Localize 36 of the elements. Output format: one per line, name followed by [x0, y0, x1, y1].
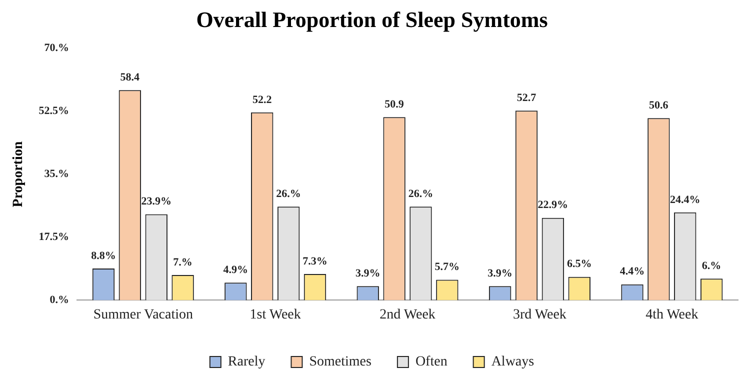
data-label: 4.9% [223, 264, 248, 276]
data-label: 8.8% [91, 250, 116, 262]
data-label: 4.4% [620, 266, 645, 278]
legend-label: Sometimes [309, 354, 372, 370]
data-label: 23.9% [141, 196, 172, 208]
x-tick-label: 2nd Week [380, 307, 436, 322]
data-label: 58.4 [120, 71, 140, 84]
y-tick-label: 52.5% [38, 105, 70, 118]
data-label: 7.3% [302, 255, 328, 268]
data-label: 6.% [702, 260, 722, 272]
data-label: 26.% [408, 188, 434, 200]
data-label: 3.9% [488, 268, 512, 280]
y-axis-title: Proportion [11, 141, 26, 208]
legend-label: Often [415, 354, 448, 370]
data-label: 6.5% [566, 258, 592, 270]
data-label: 7.% [173, 256, 192, 268]
data-label: 50.9 [384, 98, 404, 110]
y-tick-label: 70.% [44, 42, 70, 54]
data-label: 22.9% [538, 199, 568, 212]
data-label: 26.% [276, 188, 301, 200]
data-label: 52.7 [516, 92, 537, 104]
x-tick-label: Summer Vacation [93, 307, 193, 322]
chart-title: Overall Proportion of Sleep Symtoms [196, 6, 548, 32]
legend-label: Rarely [228, 354, 266, 370]
data-label: 3.9% [355, 268, 380, 280]
y-tick-label: 0.% [50, 294, 70, 306]
data-label: 52.2 [252, 94, 272, 106]
x-tick-label: 1st Week [250, 307, 301, 322]
x-tick-label: 4th Week [646, 307, 698, 322]
y-tick-label: 17.5% [38, 231, 70, 244]
data-label: 50.6 [649, 100, 669, 112]
data-label: 24.4% [670, 194, 700, 206]
legend-label: Always [491, 354, 534, 370]
y-tick-label: 35.% [44, 168, 70, 180]
x-tick-label: 3rd Week [512, 307, 566, 322]
data-label: 5.7% [434, 261, 460, 274]
